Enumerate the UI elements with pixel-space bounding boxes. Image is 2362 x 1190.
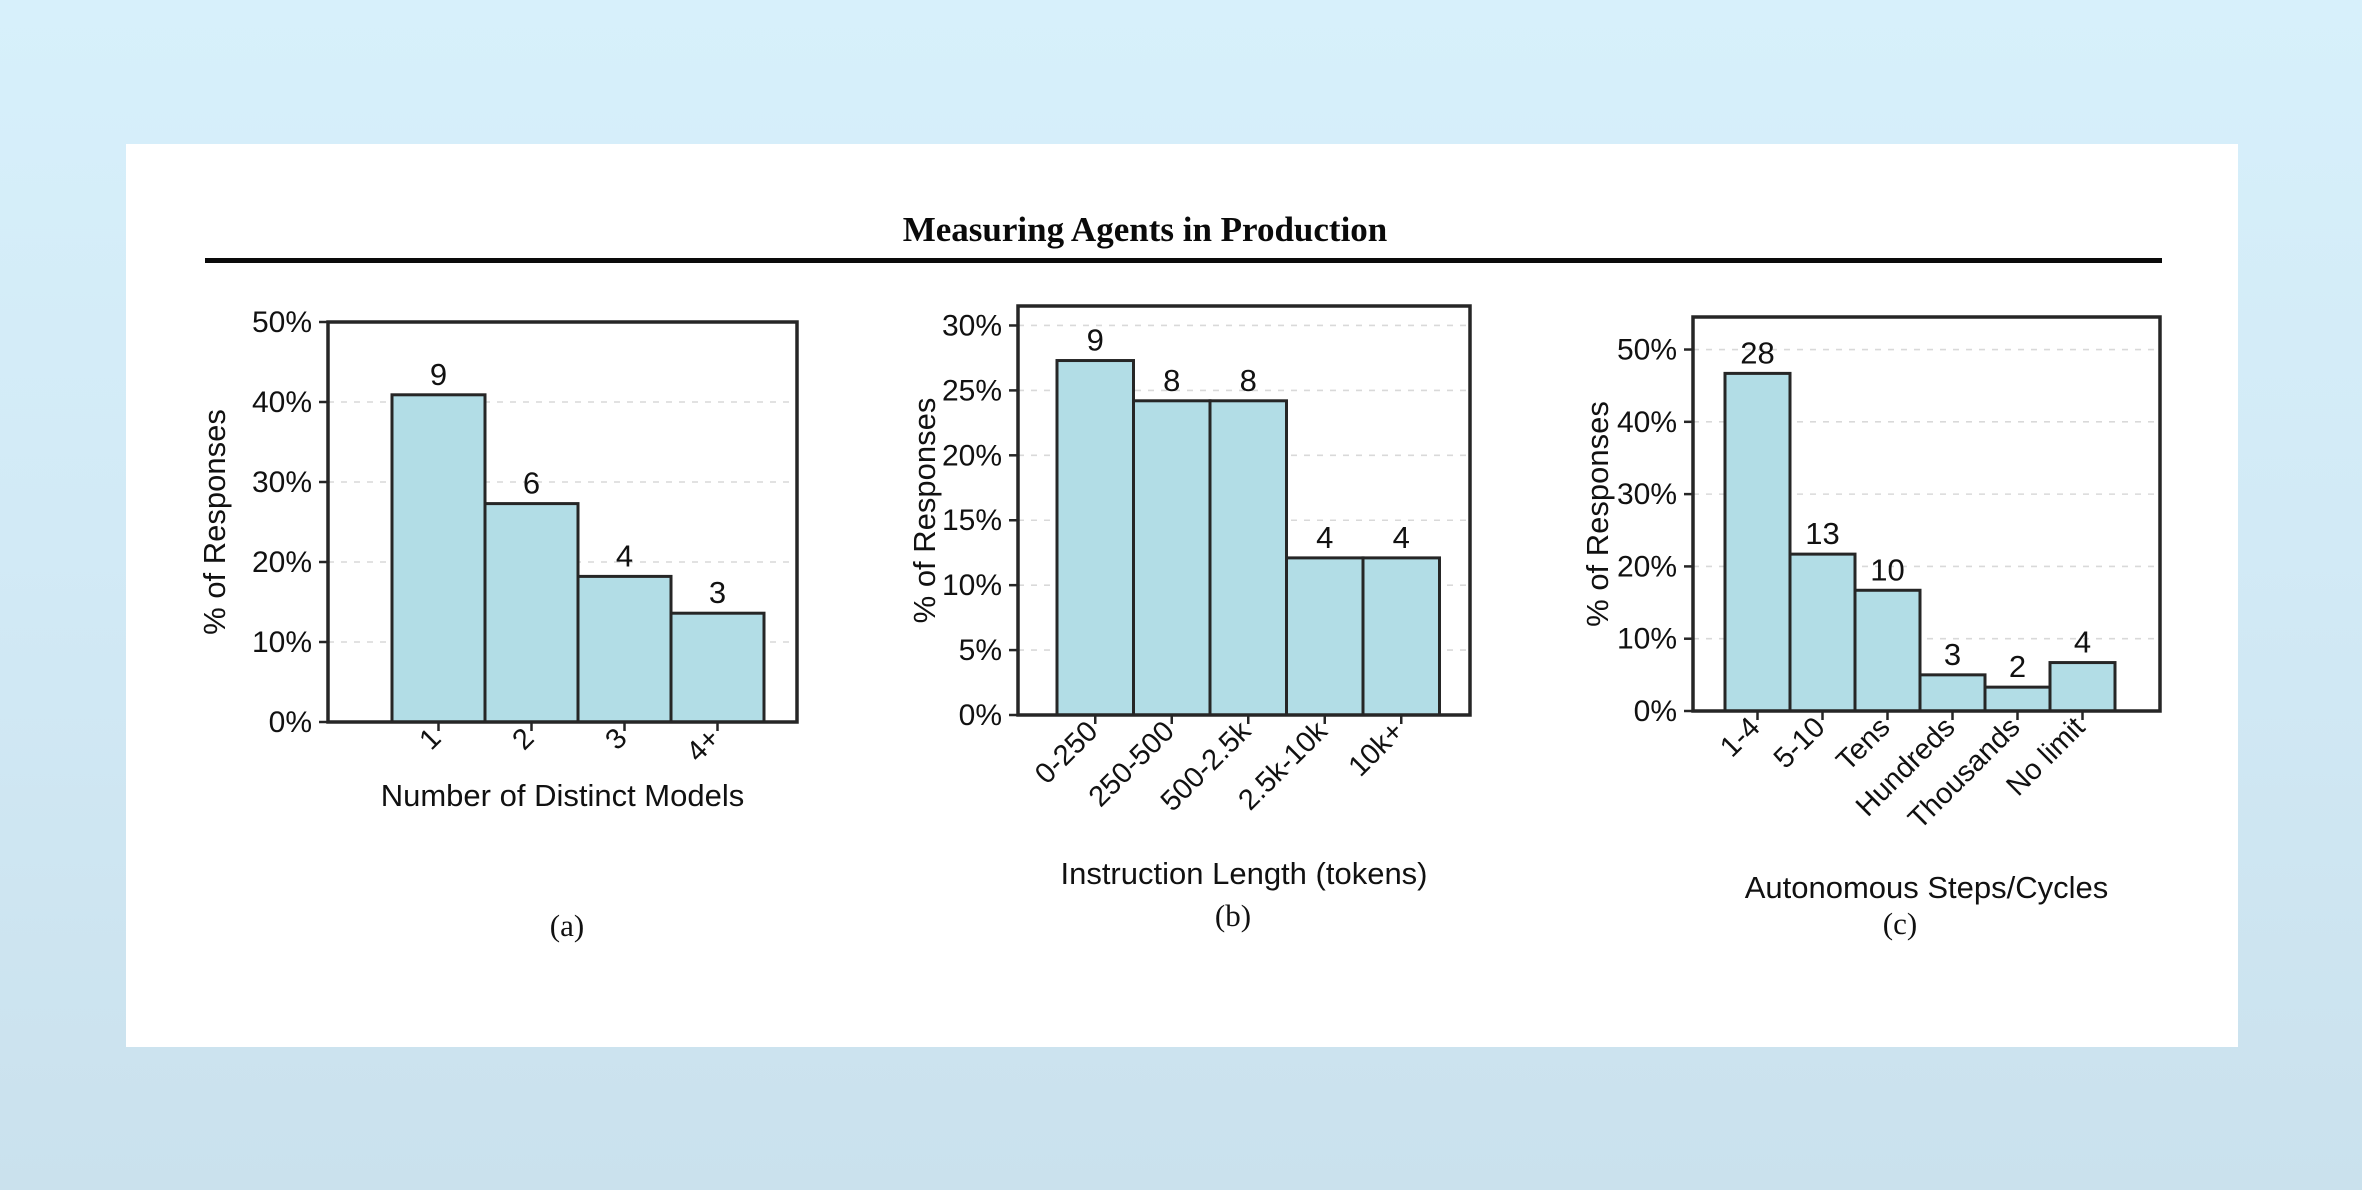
bar	[2048, 661, 2117, 713]
axes-frame	[326, 320, 799, 724]
bar-value-label: 13	[1805, 516, 1839, 551]
bar-chart-instruction-length: 98 84 40%5%10%15%20%25%30%0-250250-500500-…	[907, 304, 1472, 891]
subplot-label-c: (c)	[1882, 906, 1918, 941]
bar-value-label: 8	[1240, 363, 1257, 398]
bar-value-label: 2	[2009, 649, 2026, 684]
bar	[1983, 685, 2052, 713]
bar-value-label: 10	[1870, 552, 1904, 587]
bar	[1361, 556, 1441, 717]
y-tick-label: 20%	[252, 546, 312, 579]
bar	[390, 393, 487, 724]
y-axis-label: % of Responses	[907, 398, 942, 624]
y-tick-label: 0%	[269, 706, 312, 739]
y-tick-label: 20%	[1617, 550, 1677, 583]
bar-value-label: 28	[1740, 335, 1774, 370]
bar	[1055, 359, 1135, 717]
bar-value-label: 4	[1316, 520, 1333, 555]
bar	[576, 574, 673, 724]
x-axis-label: Autonomous Steps/Cycles	[1745, 870, 2109, 905]
x-tick-label: 1	[413, 722, 447, 756]
x-axis-label: Instruction Length (tokens)	[1060, 856, 1427, 891]
bar	[1723, 371, 1792, 713]
bar-value-label: 4	[616, 538, 633, 573]
figure-title: Measuring Agents in Production	[902, 210, 1388, 249]
y-tick-label: 30%	[252, 466, 312, 499]
x-tick-label: 3	[599, 722, 633, 756]
y-tick-label: 40%	[1617, 406, 1677, 439]
subplot-label-b: (b)	[1214, 898, 1252, 933]
y-tick-label: 30%	[942, 309, 1002, 342]
y-axis-label: % of Responses	[1580, 401, 1615, 627]
title-underline-rule	[205, 258, 2162, 263]
bar-value-label: 3	[709, 575, 726, 610]
bar-value-label: 9	[1087, 323, 1104, 358]
bar	[1788, 552, 1857, 713]
y-axis-label: % of Responses	[197, 409, 232, 635]
bar	[1208, 399, 1288, 717]
y-tick-label: 25%	[942, 374, 1002, 407]
axes-frame	[1016, 304, 1472, 717]
x-tick-label: 2	[506, 722, 540, 756]
bar	[1285, 556, 1365, 717]
bar-value-label: 8	[1163, 363, 1180, 398]
subplot-label-a: (a)	[549, 908, 585, 943]
x-tick-label: 10k+	[1343, 715, 1411, 783]
bar	[483, 502, 580, 724]
bar-value-label: 9	[430, 357, 447, 392]
y-tick-label: 10%	[942, 569, 1002, 602]
x-axis-label: Number of Distinct Models	[381, 778, 745, 813]
bar-value-label: 4	[1393, 520, 1410, 555]
y-tick-label: 0%	[959, 699, 1002, 732]
figure-card: Measuring Agents in Production 9 6 4 3 0% 10%…	[126, 144, 2238, 1047]
y-tick-label: 15%	[942, 504, 1002, 537]
y-tick-label: 40%	[252, 386, 312, 419]
y-tick-label: 10%	[252, 626, 312, 659]
y-tick-label: 30%	[1617, 478, 1677, 511]
y-tick-label: 10%	[1617, 623, 1677, 656]
bar-value-label: 3	[1944, 637, 1961, 672]
y-tick-label: 50%	[1617, 334, 1677, 367]
x-tick-label: 4+	[680, 722, 726, 768]
axes-frame	[1691, 315, 2162, 713]
y-tick-label: 20%	[942, 439, 1002, 472]
y-tick-label: 0%	[1634, 695, 1677, 728]
x-tick-label: 5-10	[1768, 711, 1832, 775]
y-tick-label: 5%	[959, 634, 1002, 667]
bar-value-label: 6	[523, 466, 540, 501]
bar	[1918, 673, 1987, 713]
bar-value-label: 4	[2074, 625, 2091, 660]
y-tick-label: 50%	[252, 306, 312, 339]
bar	[669, 611, 766, 724]
bar	[1853, 588, 1922, 713]
bar	[1132, 399, 1212, 717]
